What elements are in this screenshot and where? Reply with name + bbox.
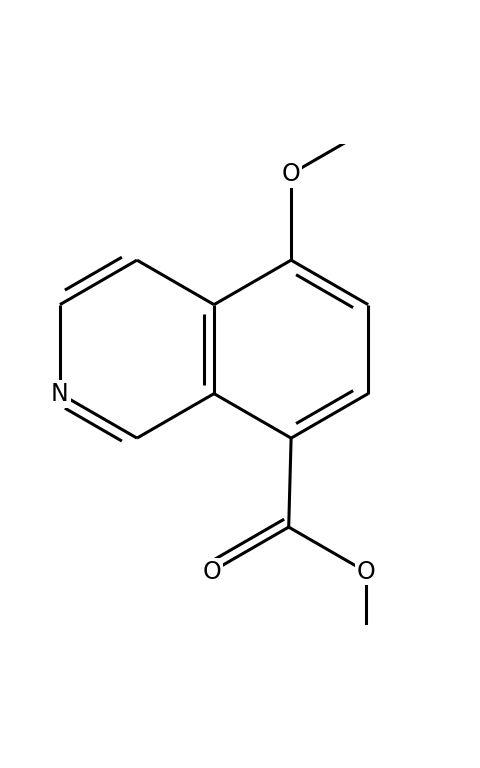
Text: O: O [202, 560, 220, 584]
Text: O: O [281, 162, 300, 186]
Text: O: O [356, 560, 374, 584]
Text: N: N [51, 382, 69, 406]
